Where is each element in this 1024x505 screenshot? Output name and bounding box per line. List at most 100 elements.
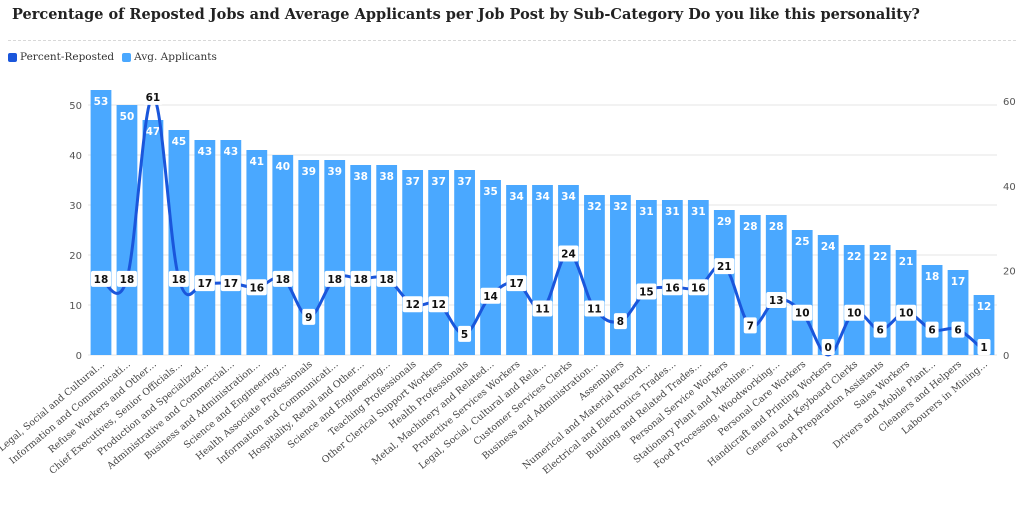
line-value-label: 14	[483, 291, 498, 303]
bar-value-label: 39	[301, 166, 316, 178]
line-label-box	[662, 279, 683, 296]
legend-item-percent-reposted[interactable]: Percent-Reposted	[8, 51, 114, 63]
bar	[791, 230, 813, 355]
bar	[246, 150, 268, 355]
line-value-label: 12	[405, 299, 420, 311]
line-value-label: 17	[224, 278, 239, 290]
bar-value-label: 45	[172, 136, 187, 148]
line-value-label: 11	[535, 303, 550, 315]
line-value-label: 6	[954, 325, 961, 337]
line-value-label: 61	[146, 92, 161, 104]
line-label-box	[766, 292, 787, 308]
bar-value-label: 29	[717, 216, 732, 228]
bar	[506, 185, 527, 355]
bar-value-label: 32	[613, 201, 628, 213]
bar-value-label: 50	[120, 111, 135, 123]
bar	[895, 250, 917, 355]
line-value-label: 18	[120, 274, 135, 286]
bar	[713, 210, 735, 355]
line-label-box	[977, 339, 991, 355]
line-value-label: 15	[639, 287, 654, 299]
bar	[739, 215, 761, 355]
bar-value-label: 53	[94, 96, 109, 108]
bar-value-label: 22	[847, 251, 862, 263]
line-label-box	[458, 325, 472, 342]
legend-swatch-line	[8, 52, 17, 62]
line-label-box	[302, 308, 316, 325]
bar-value-label: 28	[743, 221, 758, 233]
line-label-box	[714, 258, 735, 275]
bar	[272, 155, 294, 355]
legend: Percent-Reposted Avg. Applicants	[8, 51, 225, 63]
y-right-tick-label: 20	[1003, 266, 1016, 277]
bar	[402, 170, 424, 355]
bar-value-label: 25	[795, 236, 810, 248]
legend-label: Percent-Reposted	[20, 51, 115, 63]
line-value-label: 18	[353, 274, 368, 286]
bar	[350, 165, 372, 355]
bar	[765, 215, 787, 355]
bar	[584, 195, 605, 355]
bar-value-label: 47	[146, 126, 161, 138]
bar	[376, 165, 398, 355]
bar-value-label: 34	[535, 191, 550, 203]
line-label-box	[636, 283, 657, 300]
line-label-box	[376, 270, 397, 287]
line-value-label: 10	[795, 308, 810, 320]
bar	[454, 170, 475, 355]
bar	[220, 140, 242, 355]
y-left-tick-label: 10	[69, 301, 82, 312]
bar-value-label: 37	[405, 176, 420, 188]
line-label-box	[532, 300, 553, 317]
line-label-box	[688, 279, 709, 296]
bar-value-label: 24	[821, 241, 836, 253]
bar	[142, 120, 164, 355]
y-left-tick-label: 20	[69, 251, 82, 262]
bar-value-label: 43	[198, 146, 213, 158]
line-value-label: 16	[691, 282, 706, 294]
line-value-label: 18	[379, 274, 394, 286]
line-label-box	[951, 321, 965, 338]
bar-value-label: 32	[587, 201, 602, 213]
line-value-label: 12	[431, 299, 446, 311]
line-label-box	[116, 270, 137, 287]
bar-value-label: 31	[639, 206, 654, 218]
line-label-box	[584, 300, 605, 317]
y-right-tick-label: 0	[1003, 351, 1009, 362]
line-value-label: 17	[198, 278, 213, 290]
bar-value-label: 21	[899, 256, 914, 268]
line-label-box	[844, 304, 865, 321]
bar-value-label: 38	[379, 171, 394, 183]
line-label-box	[506, 275, 527, 292]
legend-item-avg-applicants[interactable]: Avg. Applicants	[122, 51, 217, 63]
y-right-tick-label: 40	[1003, 182, 1016, 193]
line-value-label: 18	[327, 274, 342, 286]
legend-swatch-bar	[122, 52, 132, 62]
line-value-label: 16	[250, 282, 265, 294]
line-value-label: 21	[717, 261, 732, 273]
line-label-box	[428, 296, 449, 313]
line-value-label: 8	[617, 316, 624, 328]
bar-value-label: 38	[353, 171, 368, 183]
bar-value-label: 41	[250, 156, 265, 168]
bar-value-label: 17	[951, 276, 966, 288]
line-label-box	[272, 270, 293, 287]
line-label-box	[220, 275, 241, 292]
line-value-label: 9	[305, 312, 312, 324]
line-value-label: 10	[899, 308, 914, 320]
bar-value-label: 37	[431, 176, 446, 188]
line-label-box	[480, 287, 501, 304]
bar-value-label: 40	[275, 161, 290, 173]
line-label-box	[350, 270, 371, 287]
line-value-label: 6	[876, 325, 883, 337]
y-right-tick-label: 60	[1003, 97, 1016, 108]
line-value-label: 10	[847, 308, 862, 320]
line-value-label: 17	[509, 278, 524, 290]
line-label-box	[558, 245, 579, 262]
line-label-box	[613, 313, 627, 330]
line-label-box	[402, 296, 423, 313]
bar	[532, 185, 553, 355]
bar	[428, 170, 450, 355]
bar-value-label: 18	[925, 271, 940, 283]
